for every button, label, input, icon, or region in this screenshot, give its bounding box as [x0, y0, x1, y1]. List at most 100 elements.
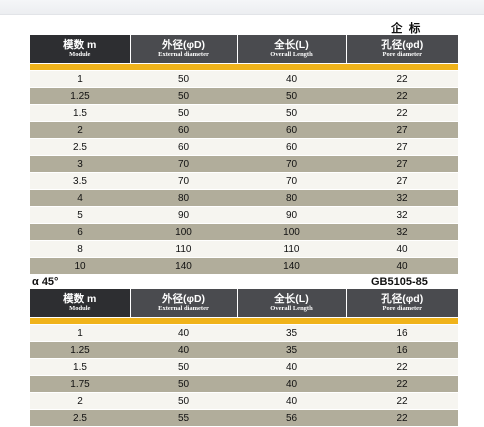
- table-cell: 140: [237, 257, 346, 275]
- table-row: 8 110 110 40: [30, 240, 458, 258]
- table-row: 1.25 40 35 16: [30, 341, 458, 359]
- table-row: 1.5 50 50 22: [30, 104, 458, 122]
- table-cell: 50: [130, 70, 237, 88]
- table-cell: 1.5: [30, 358, 130, 376]
- table-cell: 1.75: [30, 375, 130, 393]
- table-cell: 27: [346, 138, 458, 156]
- table-cell: 50: [130, 392, 237, 410]
- table-cell: 22: [346, 358, 458, 376]
- table-cell: 6: [30, 223, 130, 241]
- table-cell: 2: [30, 392, 130, 410]
- table-cell: 27: [346, 172, 458, 190]
- table-cell: 40: [130, 341, 237, 359]
- table-cell: 40: [237, 358, 346, 376]
- table-cell: 40: [130, 324, 237, 342]
- table-row: 1.5 50 40 22: [30, 358, 458, 376]
- table-cell: 22: [346, 104, 458, 122]
- table-cell: 50: [130, 358, 237, 376]
- table-cell: 70: [130, 172, 237, 190]
- table-cell: 2.5: [30, 138, 130, 156]
- table-cell: 100: [237, 223, 346, 241]
- table1-standard-label: 企 标: [391, 23, 421, 35]
- table-cell: 16: [346, 324, 458, 342]
- header-accent-bar: [30, 63, 458, 71]
- table-cell: 50: [130, 375, 237, 393]
- header-external-diameter: 外径(φD) External diameter: [130, 289, 238, 318]
- table-row: 1 50 40 22: [30, 70, 458, 88]
- table-row: 5 90 90 32: [30, 206, 458, 224]
- table-cell: 22: [346, 392, 458, 410]
- table-row: 3.5 70 70 27: [30, 172, 458, 190]
- table-header-row: 模数 m Module 外径(φD) External diameter 全长(L)…: [30, 35, 458, 64]
- table-cell: 16: [346, 341, 458, 359]
- table-cell: 8: [30, 240, 130, 258]
- table-cell: 70: [237, 172, 346, 190]
- table-cell: 40: [237, 70, 346, 88]
- table-cell: 90: [237, 206, 346, 224]
- table-row: 1.75 50 40 22: [30, 375, 458, 393]
- table-cell: 27: [346, 155, 458, 173]
- table-cell: 1.25: [30, 341, 130, 359]
- table-cell: 50: [130, 87, 237, 105]
- table-cell: 40: [346, 257, 458, 275]
- table-cell: 4: [30, 189, 130, 207]
- table-cell: 22: [346, 70, 458, 88]
- table-cell: 22: [346, 87, 458, 105]
- table-cell: 1.5: [30, 104, 130, 122]
- table-cell: 110: [237, 240, 346, 258]
- table-cell: 55: [130, 409, 237, 427]
- header-pore-diameter: 孔径(φd) Pore diameter: [346, 35, 458, 64]
- table-cell: 60: [237, 138, 346, 156]
- spec-table-2: 模数 m Module 外径(φD) External diameter 全长(L)…: [30, 289, 458, 427]
- table-cell: 27: [346, 121, 458, 139]
- header-pore-diameter: 孔径(φd) Pore diameter: [346, 289, 458, 318]
- table-cell: 40: [237, 375, 346, 393]
- table-cell: 90: [130, 206, 237, 224]
- table-cell: 5: [30, 206, 130, 224]
- table-cell: 140: [130, 257, 237, 275]
- header-accent-bar: [30, 317, 458, 325]
- table-cell: 1: [30, 324, 130, 342]
- table-row: 2 60 60 27: [30, 121, 458, 139]
- header-external-diameter: 外径(φD) External diameter: [130, 35, 238, 64]
- table-cell: 110: [130, 240, 237, 258]
- table-cell: 40: [237, 392, 346, 410]
- table-row: 2.5 60 60 27: [30, 138, 458, 156]
- section2-standard-label: GB5105-85: [371, 276, 428, 288]
- table-cell: 56: [237, 409, 346, 427]
- table-cell: 50: [237, 104, 346, 122]
- table-cell: 3: [30, 155, 130, 173]
- header-module: 模数 m Module: [30, 289, 131, 318]
- table-cell: 60: [130, 121, 237, 139]
- table-row: 2 50 40 22: [30, 392, 458, 410]
- header-overall-length: 全长(L) Overall Length: [237, 289, 347, 318]
- section2-angle-label: α 45°: [32, 276, 59, 288]
- table-cell: 32: [346, 189, 458, 207]
- table-row: 1.25 50 50 22: [30, 87, 458, 105]
- table-row: 2.5 55 56 22: [30, 409, 458, 427]
- table-cell: 22: [346, 409, 458, 427]
- table-cell: 35: [237, 324, 346, 342]
- table-cell: 35: [237, 341, 346, 359]
- table-cell: 2: [30, 121, 130, 139]
- spec-table-1: 模数 m Module 外径(φD) External diameter 全长(L)…: [30, 35, 458, 275]
- table-cell: 60: [237, 121, 346, 139]
- table-row: 6 100 100 32: [30, 223, 458, 241]
- table-cell: 100: [130, 223, 237, 241]
- table-row: 10 140 140 40: [30, 257, 458, 275]
- table-header-row: 模数 m Module 外径(φD) External diameter 全长(L)…: [30, 289, 458, 318]
- table-cell: 80: [130, 189, 237, 207]
- table-cell: 1: [30, 70, 130, 88]
- header-module: 模数 m Module: [30, 35, 131, 64]
- table-cell: 3.5: [30, 172, 130, 190]
- table-cell: 50: [130, 104, 237, 122]
- table-cell: 2.5: [30, 409, 130, 427]
- table-cell: 10: [30, 257, 130, 275]
- table-cell: 70: [237, 155, 346, 173]
- table-cell: 60: [130, 138, 237, 156]
- table-cell: 70: [130, 155, 237, 173]
- table-cell: 32: [346, 206, 458, 224]
- table-row: 4 80 80 32: [30, 189, 458, 207]
- table-cell: 22: [346, 375, 458, 393]
- table-cell: 50: [237, 87, 346, 105]
